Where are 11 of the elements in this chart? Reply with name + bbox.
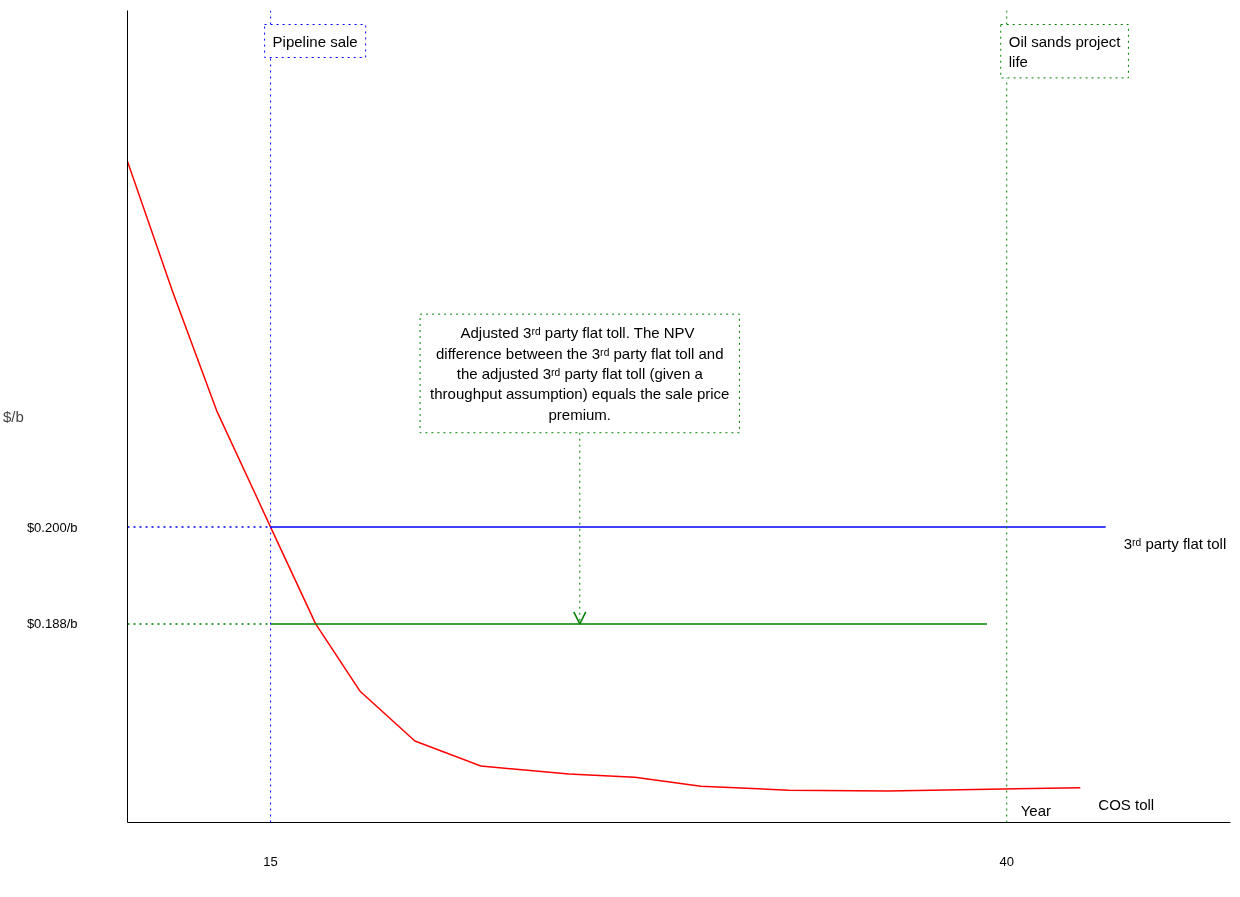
y-tick-label: $0.188/b [26, 616, 78, 632]
x-tick-label: 15 [263, 853, 278, 869]
ref-line-label: Pipeline sale [272, 32, 358, 50]
x-axis-title: Year [1020, 801, 1052, 819]
x-tick-label: 40 [999, 853, 1014, 869]
series-label: 3ʳᵈ party flat toll [1123, 535, 1227, 553]
annotation: Adjusted 3ʳᵈ party flat toll. The NPV difference between the 3ʳᵈ party flat toll and the adjusted 3ʳᵈ party flat toll (given a throughput assumption) equals the sale price premium. [430, 324, 730, 423]
ref-line-label: Oil sands project life [1008, 32, 1122, 70]
y-axis-title: $/b [3, 408, 24, 425]
y-tick-label: $0.200/b [26, 519, 78, 535]
series-label: COS toll [1098, 795, 1155, 813]
